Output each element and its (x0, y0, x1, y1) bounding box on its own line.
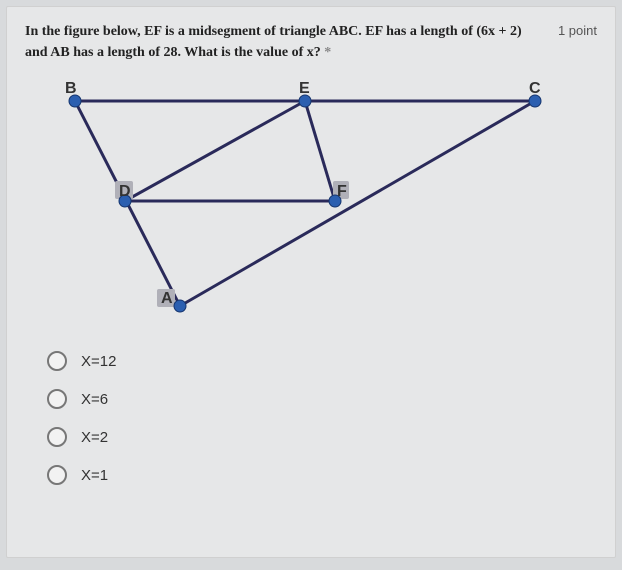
triangle-diagram: B E C D F A (35, 81, 575, 331)
label-e: E (299, 81, 310, 97)
required-marker: * (324, 45, 331, 60)
question-card: In the figure below, EF is a midsegment … (6, 6, 616, 558)
option-1[interactable]: X=12 (47, 351, 597, 371)
question-text: In the figure below, EF is a midsegment … (25, 21, 544, 63)
figure: B E C D F A (35, 81, 597, 331)
option-4[interactable]: X=1 (47, 465, 597, 485)
label-c: C (529, 81, 541, 97)
option-2-label: X=6 (81, 391, 108, 408)
question-header: In the figure below, EF is a midsegment … (25, 21, 597, 63)
label-b: B (65, 81, 77, 97)
option-4-label: X=1 (81, 467, 108, 484)
label-d: D (119, 183, 131, 200)
options-group: X=12 X=6 X=2 X=1 (25, 351, 597, 485)
option-2[interactable]: X=6 (47, 389, 597, 409)
option-3-label: X=2 (81, 429, 108, 446)
label-a: A (161, 290, 173, 307)
radio-icon (47, 351, 67, 371)
label-f: F (337, 183, 347, 200)
option-3[interactable]: X=2 (47, 427, 597, 447)
question-body: In the figure below, EF is a midsegment … (25, 24, 522, 60)
radio-icon (47, 465, 67, 485)
points-label: 1 point (558, 21, 597, 38)
radio-icon (47, 389, 67, 409)
option-1-label: X=12 (81, 353, 116, 370)
radio-icon (47, 427, 67, 447)
